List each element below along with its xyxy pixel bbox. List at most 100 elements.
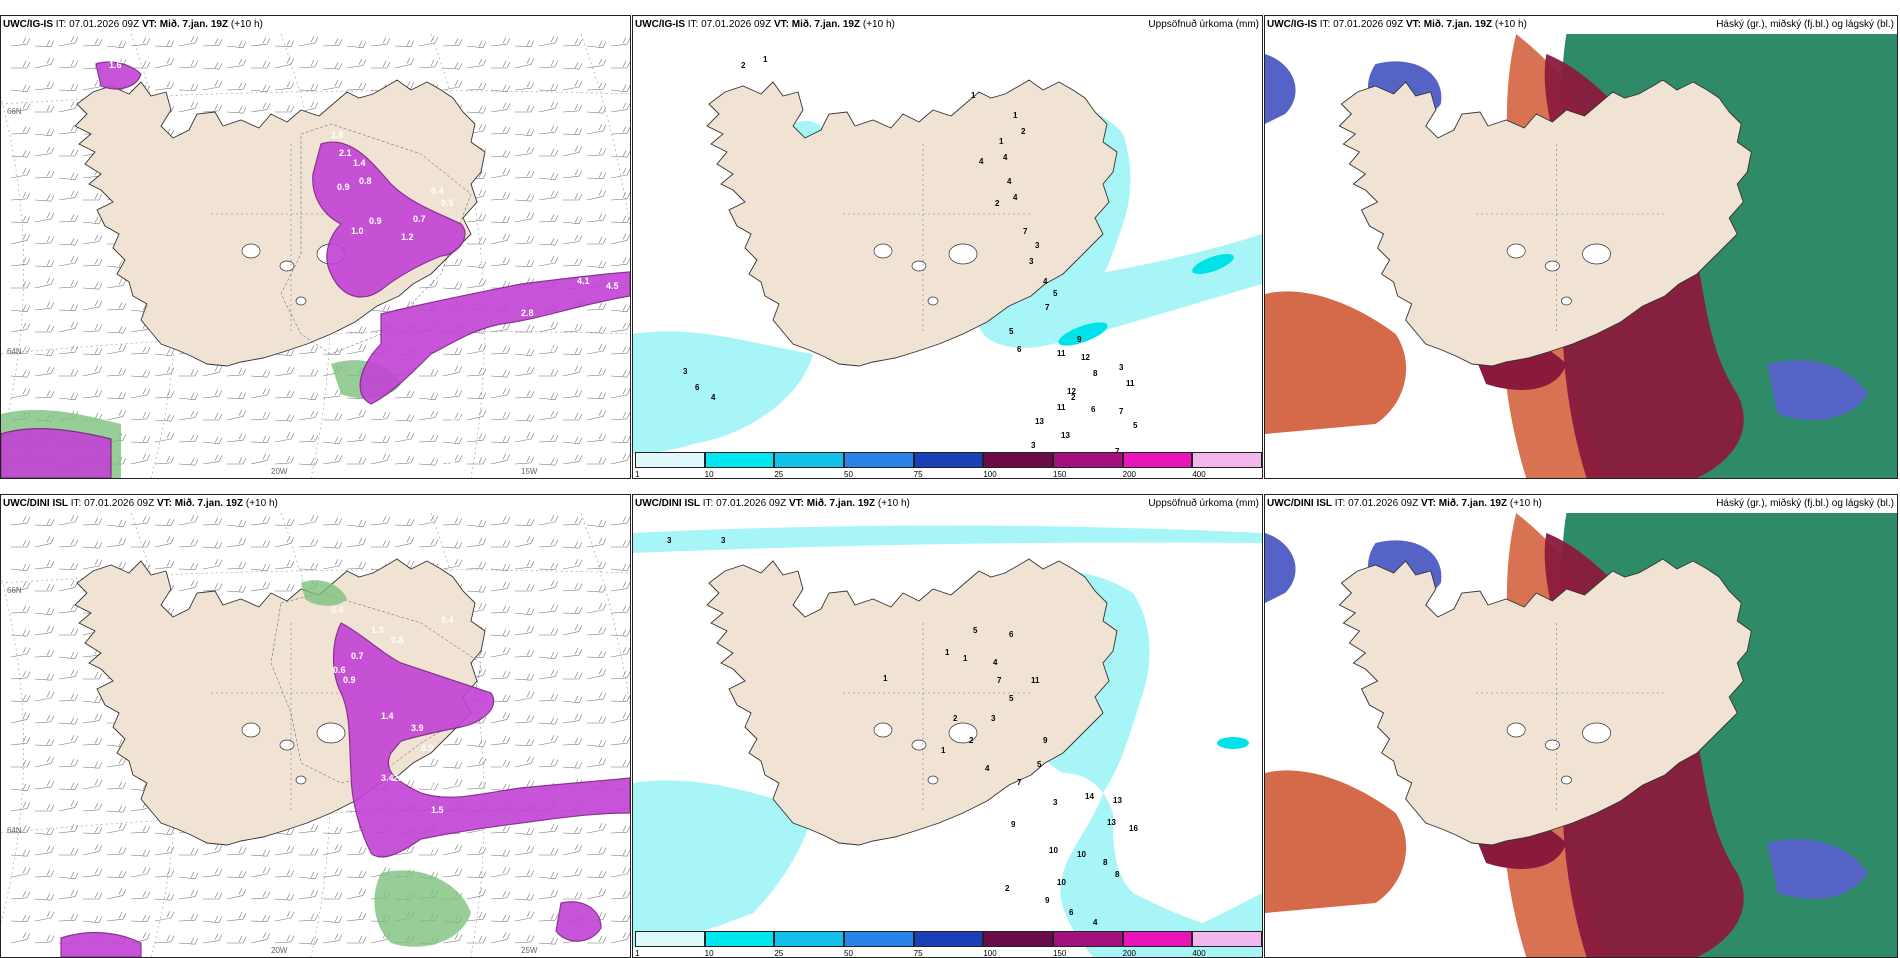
wind-barb <box>226 58 247 69</box>
wind-barb <box>34 81 55 91</box>
wind-barb <box>514 259 535 267</box>
wind-barb <box>82 802 103 812</box>
wind-barb <box>394 39 415 47</box>
wind-barb <box>202 62 223 70</box>
wind-barb <box>587 236 607 245</box>
wind-barb <box>514 211 535 223</box>
wind-barb <box>298 458 319 466</box>
wind-barb <box>34 211 55 223</box>
wind-barb <box>58 669 79 680</box>
panel-accum-precip-dini: UWC/DINI ISL IT: 07.01.2026 09Z VT: Mið.… <box>632 494 1263 958</box>
wind-barb <box>58 190 79 201</box>
precip-value-label: 5.6 <box>429 783 442 793</box>
wind-barb <box>226 409 247 421</box>
panel-cloud-dini: UWC/DINI ISL IT: 07.01.2026 09Z VT: Mið.… <box>1264 494 1898 958</box>
wind-barb <box>34 910 55 922</box>
wind-barb <box>562 436 583 445</box>
wind-barb <box>490 37 511 47</box>
panel-precip-wind-dini: UWC/DINI ISL IT: 07.01.2026 09Z VT: Mið.… <box>0 494 631 958</box>
wind-barb <box>538 717 559 725</box>
accum-value-label: 9 <box>1043 736 1048 745</box>
wind-barb <box>203 412 223 421</box>
precip-value-label: 3.4 <box>381 773 394 783</box>
wind-barb <box>587 456 607 465</box>
wind-barb <box>58 321 79 333</box>
wind-barb <box>322 517 343 526</box>
grid-coordinate-label: 64N <box>7 347 22 356</box>
wind-barb <box>178 434 199 443</box>
wind-barb <box>490 411 511 421</box>
wind-barb <box>10 126 31 135</box>
wind-barb <box>34 673 55 681</box>
wind-barb <box>298 824 319 834</box>
wind-barb <box>298 59 319 69</box>
wind-barb <box>418 59 439 69</box>
precip-value-label: 1.0 <box>351 226 364 236</box>
precip-value-label: 1.4 <box>381 711 394 721</box>
wind-barb <box>562 347 583 355</box>
wind-barb <box>274 81 295 91</box>
grid-coordinate-label: 20W <box>271 946 288 955</box>
wind-barb <box>466 912 487 922</box>
accum-value-label: 9 <box>1077 335 1082 344</box>
wind-barb <box>154 81 175 91</box>
wind-barb <box>34 390 55 399</box>
wind-barb <box>370 37 391 47</box>
wind-barb <box>491 759 511 768</box>
wind-barb <box>322 868 343 878</box>
wind-barb <box>538 538 559 548</box>
wind-barb <box>131 60 151 69</box>
wind-barb <box>514 910 535 922</box>
wind-barb <box>538 734 559 746</box>
wind-barb <box>34 625 55 636</box>
wind-barb <box>539 148 559 157</box>
precip-value-label: 1.0 <box>551 346 564 356</box>
wind-barb <box>10 563 31 572</box>
wind-barb <box>586 171 607 179</box>
wind-barb <box>538 458 559 466</box>
wind-barb <box>202 389 223 399</box>
accum-value-label: 12 <box>1081 353 1090 362</box>
meridian-line <box>1 575 24 924</box>
wind-barb <box>34 170 55 179</box>
wind-barb <box>59 627 79 636</box>
wind-barb <box>562 868 583 878</box>
wind-barb <box>610 516 630 526</box>
wind-barb <box>562 365 583 377</box>
wind-barb <box>586 537 607 548</box>
wind-barb <box>274 366 295 377</box>
wind-barb <box>538 101 559 113</box>
wind-barb <box>514 827 535 836</box>
wind-barb <box>490 84 511 93</box>
wind-barb <box>490 215 511 223</box>
lake <box>1506 722 1526 738</box>
wind-barb <box>34 128 55 137</box>
precip-value-label: 2.8 <box>471 256 484 266</box>
wind-barb <box>154 536 175 548</box>
precip-value-label: 0.9 <box>369 216 382 226</box>
wind-barb <box>322 62 343 70</box>
wind-barb <box>442 517 463 526</box>
wind-barb <box>154 57 175 69</box>
wind-barb <box>106 40 127 49</box>
wind-barb <box>202 38 223 47</box>
wind-barb <box>298 514 319 526</box>
wind-barb <box>442 62 463 70</box>
wind-barb <box>11 280 31 289</box>
wind-barb <box>610 932 630 944</box>
wind-barb <box>514 536 535 548</box>
colorbar-segment <box>983 931 1053 947</box>
precip-value-label: 1.3 <box>371 625 384 635</box>
precip-value-label: 0.8 <box>359 176 372 186</box>
wind-barb <box>490 102 511 113</box>
wind-barb <box>442 38 463 47</box>
wind-barb <box>538 214 559 223</box>
accum-value-label: 5 <box>1037 760 1042 769</box>
wind-barb <box>82 713 103 724</box>
wind-barb <box>515 104 535 113</box>
wind-barb <box>562 606 583 614</box>
wind-barb <box>202 915 223 924</box>
wind-barb <box>274 518 295 526</box>
colorbar-tick-label: 150 <box>1053 470 1067 479</box>
lake <box>1582 722 1611 744</box>
